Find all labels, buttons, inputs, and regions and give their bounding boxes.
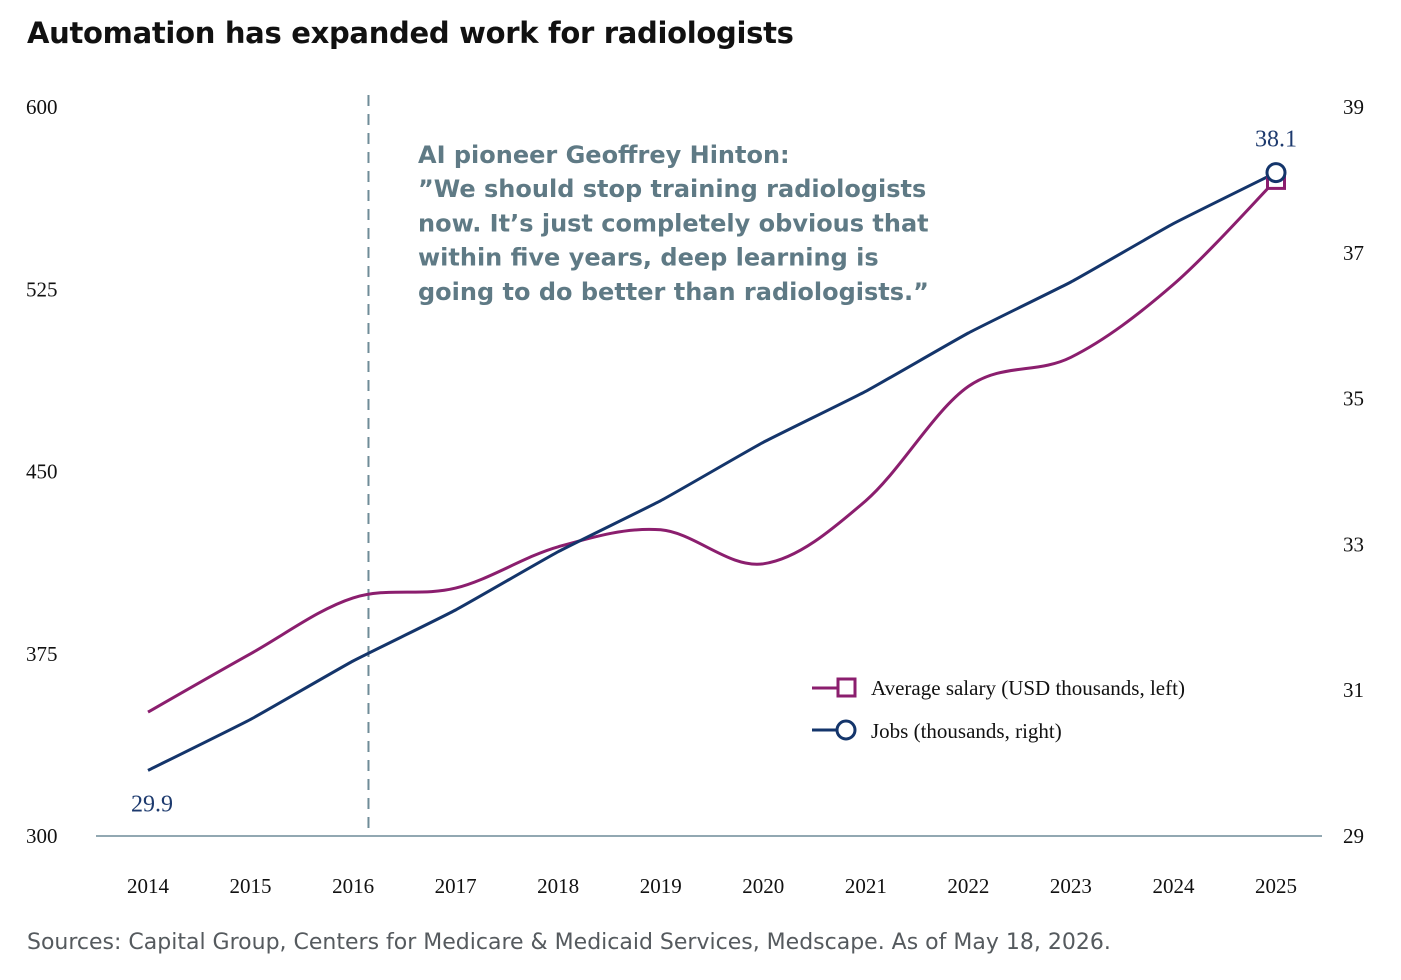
x-tick-label: 2022 (947, 874, 989, 898)
x-tick-label: 2023 (1050, 874, 1092, 898)
x-tick-label: 2018 (537, 874, 579, 898)
right-tick-label: 31 (1343, 678, 1364, 702)
left-tick-label: 375 (26, 642, 58, 666)
annotation-line: AI pioneer Geoffrey Hinton: (418, 141, 790, 169)
annotation-line: within five years, deep learning is (418, 244, 879, 272)
right-tick-label: 39 (1343, 95, 1364, 119)
jobs-start-label: 29.9 (131, 791, 173, 817)
annotation-quote: AI pioneer Geoffrey Hinton: ”We should st… (418, 141, 929, 306)
annotation-line: now. It’s just completely obvious that (418, 209, 929, 237)
x-tick-label: 2015 (230, 874, 272, 898)
right-axis-ticks: 39 37 35 33 31 29 (1343, 95, 1364, 848)
jobs-line (147, 171, 1277, 772)
legend-jobs-marker (835, 719, 857, 741)
x-tick-label: 2019 (640, 874, 682, 898)
chart-title: Automation has expanded work for radiolo… (27, 16, 794, 50)
annotation-line: ”We should stop training radiologists (418, 175, 926, 203)
left-tick-label: 300 (26, 824, 58, 848)
legend-jobs-label: Jobs (thousands, right) (871, 719, 1062, 743)
legend: Average salary (USD thousands, left) Job… (812, 676, 1185, 743)
left-tick-label: 525 (26, 277, 58, 301)
x-tick-label: 2016 (332, 874, 374, 898)
x-tick-label: 2017 (435, 874, 477, 898)
left-tick-label: 450 (26, 460, 58, 484)
annotation-line: going to do better than radiologists.” (418, 278, 929, 306)
x-tick-label: 2014 (127, 874, 170, 898)
source-note: Sources: Capital Group, Centers for Medi… (27, 930, 1111, 955)
x-tick-label: 2020 (742, 874, 784, 898)
right-tick-label: 37 (1343, 241, 1364, 265)
salary-line (147, 178, 1278, 714)
right-tick-label: 29 (1343, 824, 1364, 848)
left-axis-ticks: 600 525 450 375 300 (26, 95, 58, 848)
x-tick-label: 2024 (1152, 874, 1195, 898)
jobs-end-marker (1265, 162, 1287, 184)
legend-salary-label: Average salary (USD thousands, left) (871, 676, 1185, 700)
right-tick-label: 33 (1343, 532, 1364, 556)
right-tick-label: 35 (1343, 387, 1364, 411)
x-axis-ticks: 2014 2015 2016 2017 2018 2019 2020 2021 2022 2023… (127, 874, 1297, 898)
legend-salary-marker (836, 677, 857, 698)
x-tick-label: 2025 (1255, 874, 1297, 898)
left-tick-label: 600 (26, 95, 58, 119)
x-tick-label: 2021 (845, 874, 887, 898)
jobs-end-label: 38.1 (1255, 127, 1297, 153)
